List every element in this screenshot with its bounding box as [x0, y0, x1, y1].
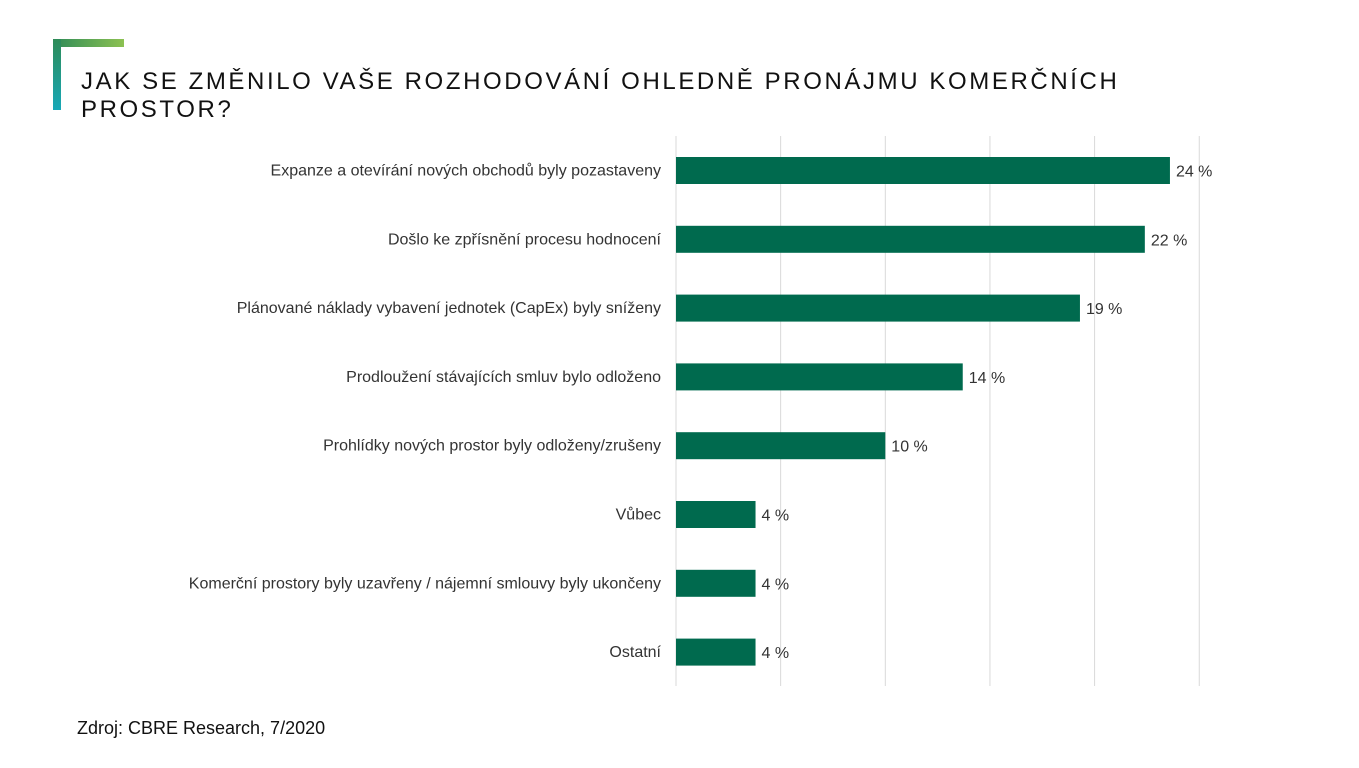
data-label: 10 %: [891, 439, 927, 456]
category-label: Plánované náklady vybavení jednotek (Cap…: [237, 300, 661, 317]
labels: Expanze a otevírání nových obchodů byly …: [189, 162, 1213, 663]
gridlines: [675, 136, 1200, 686]
category-label: Došlo ke zpřísnění procesu hodnocení: [388, 231, 662, 248]
accent-bar-vertical: [53, 39, 61, 110]
accent-bar-horizontal: [53, 39, 124, 47]
data-label: 14 %: [969, 370, 1005, 387]
data-label: 19 %: [1086, 301, 1122, 318]
bar: [676, 432, 886, 460]
bar: [676, 157, 1170, 184]
data-label: 4 %: [762, 576, 790, 593]
bar: [676, 501, 756, 528]
category-label: Prohlídky nových prostor byly odloženy/z…: [323, 438, 661, 455]
category-label: Expanze a otevírání nových obchodů byly …: [271, 162, 661, 180]
data-label: 4 %: [762, 508, 790, 525]
bar: [676, 638, 756, 666]
data-label: 22 %: [1151, 232, 1187, 249]
bar: [676, 225, 1145, 253]
data-label: 4 %: [762, 645, 790, 662]
bar: [676, 294, 1080, 322]
category-label: Ostatní: [609, 644, 661, 661]
source-note: Zdroj: CBRE Research, 7/2020: [77, 718, 326, 738]
bar: [676, 569, 756, 597]
bars: [676, 157, 1170, 666]
category-label: Prodloužení stávajících smluv bylo odlož…: [346, 369, 661, 386]
bar: [676, 363, 963, 391]
page-title: JAK SE ZMĚNILO VAŠE ROZHODOVÁNÍ OHLEDNĚ …: [81, 68, 1120, 123]
category-label: Komerční prostory byly uzavřeny / nájemn…: [189, 575, 661, 592]
data-label: 24 %: [1176, 164, 1212, 181]
category-label: Vůbec: [616, 506, 661, 524]
